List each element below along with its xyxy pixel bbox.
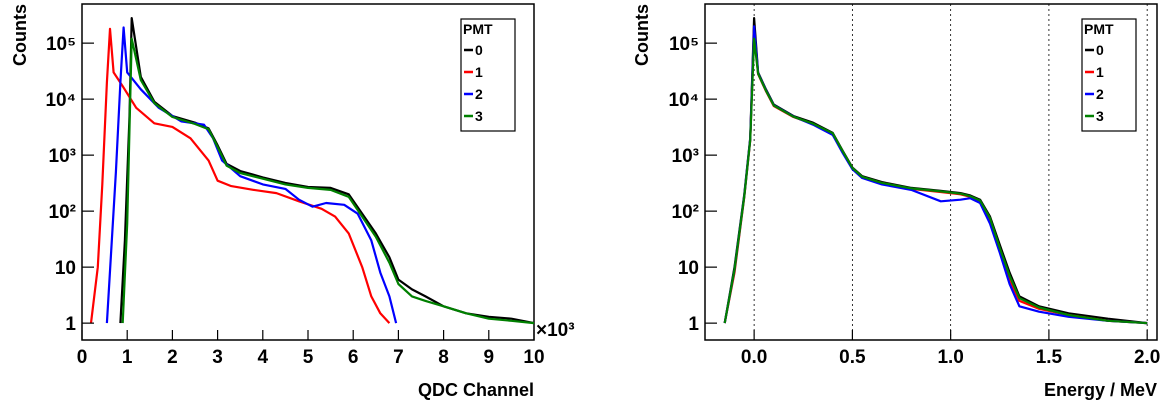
legend-label-1: 1	[475, 64, 483, 80]
right-y-ticks: 1 10 10² 10³ 10⁴ 10⁵	[668, 34, 717, 335]
legend-label-3: 3	[1096, 108, 1104, 124]
x-tick-label: 1.5	[1036, 347, 1063, 368]
x-tick-label: 2.0	[1134, 347, 1160, 368]
x-tick-label: 3	[212, 347, 223, 368]
x-tick-label: 7	[393, 347, 404, 368]
legend-label-0: 0	[475, 42, 483, 58]
right-curves	[723, 17, 1148, 325]
x-tick-label: 6	[348, 347, 359, 368]
x-tick-label: 10	[523, 347, 544, 368]
left-legend-box	[460, 18, 516, 132]
series-1-line	[89, 27, 391, 324]
y-tick-label: 10³	[49, 146, 76, 167]
y-tick-label: 10²	[672, 202, 699, 223]
left-curves	[89, 17, 535, 325]
x-tick-label: 1	[122, 347, 133, 368]
right-legend: PMT 0 1 2 3	[1081, 18, 1137, 132]
left-legend-title: PMT	[463, 21, 493, 37]
y-tick-label: 10⁵	[46, 34, 76, 55]
x-tick-label: 8	[438, 347, 449, 368]
right-legend-box	[1081, 18, 1137, 132]
y-tick-label: 10⁴	[45, 90, 76, 111]
right-legend-entries: 0 1 2 3	[1085, 42, 1104, 124]
legend-label-0: 0	[1096, 42, 1104, 58]
y-tick-label: 10⁵	[669, 34, 699, 55]
left-x-multiplier: ×10³	[536, 320, 575, 341]
x-tick-label: 9	[484, 347, 495, 368]
x-tick-label: 0	[77, 347, 88, 368]
y-tick-label: 10⁴	[668, 90, 699, 111]
right-x-ticks: 0.0 0.5 1.0 1.5 2.0	[741, 330, 1160, 368]
y-tick-label: 10³	[672, 146, 699, 167]
x-tick-label: 1.0	[937, 347, 963, 368]
legend-label-2: 2	[475, 86, 483, 102]
series-0-line	[119, 17, 535, 325]
legend-label-2: 2	[1096, 86, 1104, 102]
left-x-ticks: 0 1 2 3 4 5 6 7 8 9 10	[77, 330, 545, 368]
y-tick-label: 1	[688, 314, 699, 335]
y-tick-label: 1	[65, 314, 76, 335]
y-tick-label: 10	[55, 258, 76, 279]
left-y-ticks: 1 10 10² 10³ 10⁴ 10⁵	[45, 34, 94, 335]
series-3-line	[723, 37, 1148, 325]
y-tick-label: 10²	[49, 202, 76, 223]
left-legend-entries: 0 1 2 3	[464, 42, 483, 124]
right-y-axis-title: Counts	[632, 4, 652, 66]
x-tick-label: 0.5	[839, 347, 866, 368]
series-2-line	[105, 26, 398, 324]
right-plot-frame	[704, 3, 1158, 341]
legend-label-3: 3	[475, 108, 483, 124]
right-legend-title: PMT	[1084, 21, 1114, 37]
right-x-axis-title: Energy / MeV	[1044, 380, 1157, 400]
left-y-axis-title: Counts	[10, 4, 30, 66]
left-legend: PMT 0 1 2 3	[460, 18, 516, 132]
series-3-line	[121, 37, 535, 325]
left-x-axis-title: QDC Channel	[418, 380, 534, 400]
x-tick-label: 4	[258, 347, 269, 368]
legend-label-1: 1	[1096, 64, 1104, 80]
x-tick-label: 5	[303, 347, 314, 368]
y-tick-label: 10	[678, 258, 699, 279]
x-tick-label: 0.0	[741, 347, 767, 368]
x-tick-label: 2	[167, 347, 178, 368]
